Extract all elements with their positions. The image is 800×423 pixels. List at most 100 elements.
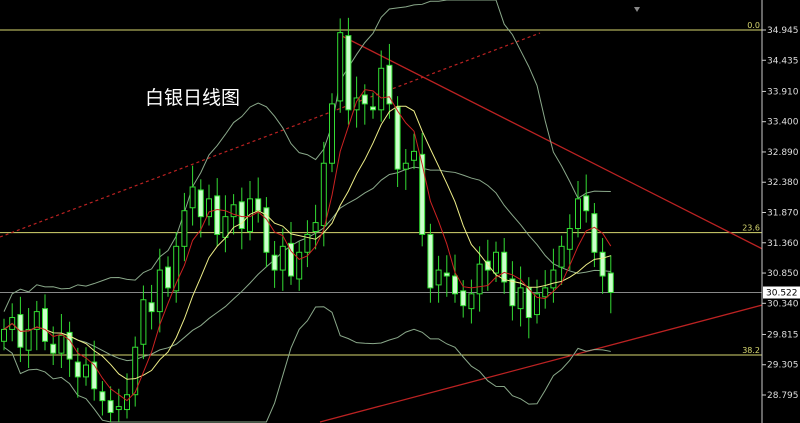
candle bbox=[189, 165, 196, 226]
fib-label: 0.0 bbox=[747, 21, 760, 30]
candle bbox=[214, 178, 221, 247]
candle bbox=[107, 386, 114, 422]
candle-body bbox=[566, 228, 573, 250]
current-price-badge bbox=[763, 286, 800, 299]
candle bbox=[370, 92, 376, 119]
candle-body bbox=[320, 162, 327, 227]
candle bbox=[140, 285, 147, 360]
candle-body bbox=[148, 302, 155, 313]
candle bbox=[197, 179, 204, 238]
candle bbox=[517, 266, 524, 327]
candle-body bbox=[484, 260, 491, 271]
candle bbox=[378, 50, 385, 122]
candle bbox=[509, 261, 516, 321]
candle-body bbox=[304, 233, 311, 253]
candle-body bbox=[411, 150, 417, 161]
candle-body bbox=[312, 222, 319, 232]
candle-body bbox=[255, 198, 262, 212]
candle bbox=[345, 17, 352, 125]
candle-body bbox=[435, 269, 442, 286]
candle bbox=[206, 184, 212, 226]
channel-trendline bbox=[0, 32, 541, 238]
fib-label: 23.6 bbox=[742, 224, 760, 233]
candle-body bbox=[206, 198, 212, 218]
candle bbox=[452, 254, 458, 303]
candle-body bbox=[91, 361, 98, 390]
price-tick-label: 31.870 bbox=[767, 209, 799, 219]
candle bbox=[74, 347, 81, 398]
candle-body bbox=[66, 331, 73, 360]
candle bbox=[534, 279, 540, 324]
candle bbox=[165, 256, 171, 297]
candle bbox=[42, 294, 48, 351]
candle-body bbox=[263, 207, 270, 253]
candle bbox=[607, 255, 614, 314]
candle bbox=[361, 84, 368, 125]
candle bbox=[402, 148, 409, 190]
candle-body bbox=[361, 94, 368, 105]
upper-trendline bbox=[339, 34, 800, 269]
candle bbox=[304, 220, 311, 268]
price-tick-label: 28.795 bbox=[767, 391, 799, 401]
candle bbox=[33, 300, 40, 351]
candle-body bbox=[476, 263, 483, 295]
bollinger-upper bbox=[3, 0, 611, 312]
candle-body bbox=[427, 233, 434, 289]
candle bbox=[468, 279, 475, 324]
candle-body bbox=[189, 186, 196, 209]
candle-body bbox=[58, 334, 65, 354]
ma-fast-line bbox=[3, 89, 612, 402]
candle bbox=[9, 303, 16, 342]
candle-body bbox=[468, 293, 475, 310]
candle-body bbox=[1, 328, 7, 342]
candle bbox=[156, 248, 163, 333]
bollinger-lower bbox=[3, 306, 611, 423]
candle bbox=[411, 133, 417, 170]
candle bbox=[575, 181, 581, 238]
candle-body bbox=[222, 216, 229, 238]
candle-body bbox=[353, 97, 360, 111]
candle-body bbox=[517, 287, 524, 310]
candle-body bbox=[115, 406, 122, 411]
chart-title: 白银日线图 bbox=[145, 87, 241, 109]
candle bbox=[296, 241, 303, 291]
candle-body bbox=[25, 328, 32, 351]
candle bbox=[279, 228, 286, 291]
candle-body bbox=[337, 32, 344, 102]
candle-body bbox=[443, 272, 450, 277]
candle-body bbox=[42, 308, 48, 342]
fib-label: 38.2 bbox=[742, 346, 760, 355]
price-tick-label: 32.890 bbox=[767, 148, 799, 158]
candle-body bbox=[599, 251, 606, 277]
candle-body bbox=[296, 251, 303, 280]
candle bbox=[99, 381, 106, 416]
price-tick-label: 29.815 bbox=[767, 330, 799, 340]
candle-body bbox=[99, 391, 106, 402]
candle bbox=[566, 214, 573, 271]
candle bbox=[501, 238, 508, 294]
candle bbox=[148, 284, 155, 330]
candle-body bbox=[386, 64, 393, 105]
candle-body bbox=[460, 290, 467, 307]
price-tick-label: 30.850 bbox=[767, 269, 799, 279]
candle-body bbox=[402, 162, 409, 170]
candle-body bbox=[378, 67, 385, 111]
price-tick-label: 33.910 bbox=[767, 87, 799, 97]
lower-trendline bbox=[319, 294, 800, 423]
candle-body bbox=[452, 275, 458, 295]
candle-body bbox=[575, 198, 581, 230]
candle-body bbox=[132, 346, 139, 396]
price-tick-label: 33.400 bbox=[767, 118, 799, 128]
scroll-indicator-icon bbox=[634, 7, 640, 12]
candle-body bbox=[214, 195, 221, 235]
candle-body bbox=[124, 394, 130, 411]
candle-body bbox=[583, 195, 590, 212]
candle bbox=[419, 132, 426, 247]
price-tick-label: 30.340 bbox=[767, 299, 799, 309]
candle-body bbox=[501, 251, 508, 283]
candle bbox=[427, 223, 434, 303]
candle bbox=[337, 18, 344, 113]
candle-body bbox=[370, 106, 376, 111]
